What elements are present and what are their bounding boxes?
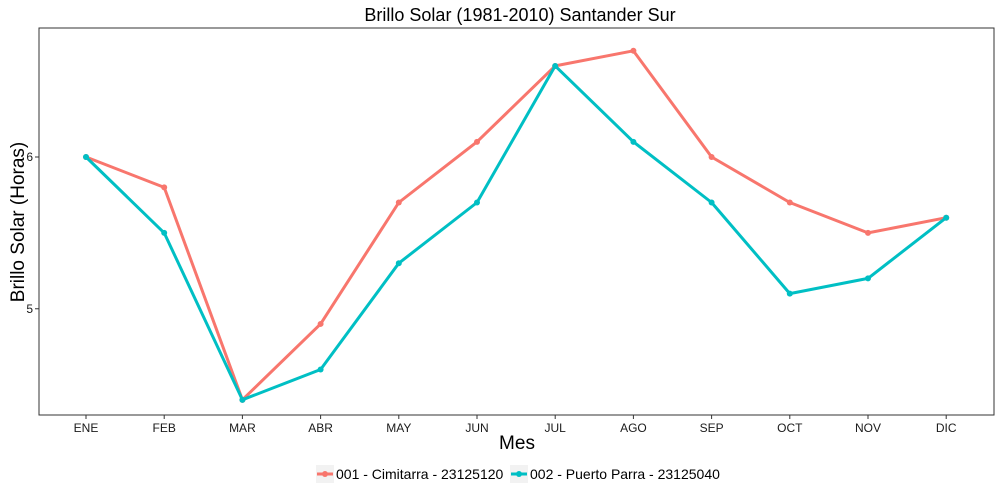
data-point bbox=[474, 199, 480, 206]
data-point bbox=[161, 184, 168, 191]
y-axis-ticks: 56 bbox=[26, 150, 39, 316]
x-tick-label: SEP bbox=[700, 421, 724, 435]
y-axis-label: Brillo Solar (Horas) bbox=[8, 142, 29, 302]
data-point bbox=[708, 154, 715, 160]
data-point bbox=[239, 396, 246, 403]
data-point bbox=[395, 199, 402, 206]
x-tick-label: ABR bbox=[308, 421, 333, 435]
data-point bbox=[943, 214, 950, 221]
x-tick-label: OCT bbox=[777, 421, 803, 435]
data-point bbox=[708, 199, 715, 206]
data-point bbox=[161, 229, 168, 236]
chart-title: Brillo Solar (1981-2010) Santander Sur bbox=[364, 5, 675, 25]
x-axis-ticks: ENE FEB MAR ABR MAY JUN JUL AGO SEP OCT NOV DIC bbox=[74, 415, 957, 435]
legend-key-point bbox=[322, 471, 328, 477]
data-point bbox=[865, 229, 871, 236]
y-tick-label: 6 bbox=[26, 150, 33, 164]
x-tick-label: JUN bbox=[465, 421, 488, 435]
data-point bbox=[317, 366, 324, 373]
data-point bbox=[317, 320, 324, 327]
data-point bbox=[786, 199, 793, 206]
legend-label: 002 - Puerto Parra - 23125040 bbox=[530, 466, 720, 482]
data-point bbox=[865, 275, 871, 282]
plot-panel bbox=[38, 27, 995, 416]
legend-key-point bbox=[516, 471, 522, 477]
data-point bbox=[786, 290, 793, 297]
series-line-2 bbox=[84, 64, 948, 402]
x-tick-label: FEB bbox=[153, 421, 176, 435]
data-point bbox=[395, 260, 402, 267]
x-tick-label: DIC bbox=[936, 421, 957, 435]
data-point bbox=[630, 47, 637, 54]
x-tick-label: NOV bbox=[855, 421, 881, 435]
legend: 001 - Cimitarra - 23125120 002 - Puerto P… bbox=[316, 465, 720, 483]
series-lines bbox=[83, 47, 950, 403]
x-tick-label: ENE bbox=[74, 421, 99, 435]
x-axis-label: Mes bbox=[499, 433, 535, 454]
legend-label: 001 - Cimitarra - 23125120 bbox=[336, 466, 504, 482]
x-tick-label: MAR bbox=[229, 421, 256, 435]
series-line-1 bbox=[84, 49, 948, 402]
x-tick-label: JUL bbox=[545, 421, 567, 435]
data-point bbox=[552, 62, 559, 69]
x-tick-label: MAY bbox=[386, 421, 411, 435]
data-point bbox=[630, 138, 637, 145]
x-tick-label: AGO bbox=[620, 421, 647, 435]
data-point bbox=[474, 138, 480, 145]
y-tick-label: 5 bbox=[26, 302, 33, 316]
data-point bbox=[83, 154, 89, 160]
